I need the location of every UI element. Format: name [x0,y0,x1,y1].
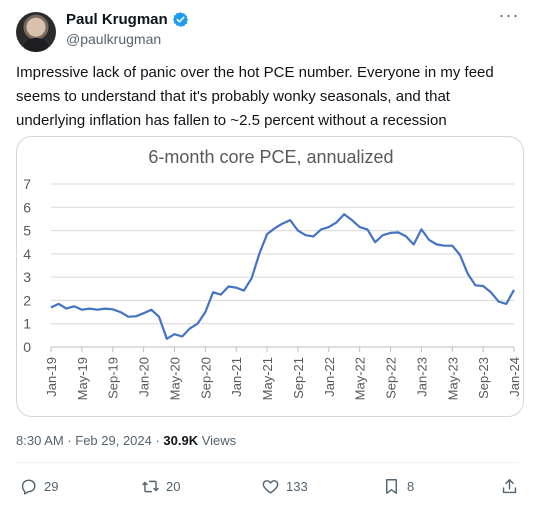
x-tick-label: Sep-19 [106,357,121,399]
like-button[interactable]: 133 [261,474,308,498]
divider [16,462,519,463]
views-count: 30.9K [163,433,199,448]
reply-button[interactable]: 29 [19,474,58,498]
share-button[interactable] [500,474,519,498]
x-tick-label: Jan-22 [322,357,337,397]
y-tick-label: 0 [23,339,31,355]
author-handle[interactable]: @paulkrugman [66,31,162,47]
timestamp[interactable]: 8:30 AM · Feb 29, 2024 · [16,433,164,448]
y-tick-label: 2 [23,292,31,308]
more-options-icon[interactable]: ··· [498,5,520,25]
tweet-meta: 8:30 AM · Feb 29, 2024 · 30.9K Views [16,433,236,448]
y-tick-label: 1 [23,316,31,332]
action-bar: 29 20 133 8 [0,474,535,498]
reply-icon [21,479,36,495]
x-tick-label: Jan-23 [414,357,429,397]
views-label: Views [198,433,237,448]
chart-image[interactable]: 6-month core PCE, annualized 0 1 2 3 4 5 6 7 Ja… [16,136,524,417]
x-tick-label: Jan-21 [229,357,244,397]
x-tick-label: May-19 [75,357,90,400]
x-tick-label: May-23 [445,357,460,400]
y-tick-label: 3 [23,269,31,285]
x-tick-label: May-20 [167,357,182,400]
reply-count: 29 [44,478,59,494]
series-line [50,213,515,340]
x-tick-label: Sep-22 [384,357,399,399]
y-tick-label: 5 [23,223,31,239]
author-name[interactable]: Paul Krugman [66,11,168,28]
share-icon [502,478,517,493]
x-tick-label: Jan-19 [44,357,59,397]
x-tick-label: Sep-21 [291,357,306,399]
y-tick-label: 6 [23,199,31,215]
chart-svg: 6-month core PCE, annualized 0 1 2 3 4 5 6 7 Ja… [23,147,522,400]
bookmark-icon [386,478,397,494]
x-tick-label: Jan-20 [137,357,152,397]
bookmark-button[interactable]: 8 [382,474,414,498]
y-tick-label: 4 [23,246,31,262]
author-row: Paul Krugman [66,11,189,28]
avatar[interactable] [16,12,56,52]
verified-badge-icon [172,12,188,27]
heart-icon [262,479,279,494]
x-tick-label: May-22 [353,357,368,400]
repost-button[interactable]: 20 [141,474,180,498]
y-tick-label: 7 [23,176,31,192]
tweet-text: Impressive lack of panic over the hot PC… [16,64,494,129]
like-count: 133 [286,478,308,494]
x-tick-label: Jan-24 [507,357,522,397]
repost-count: 20 [166,478,181,494]
x-tick-label: May-21 [260,357,275,400]
x-tick-label: Sep-23 [476,357,491,399]
bookmark-count: 8 [407,478,415,494]
repost-icon [142,480,159,492]
x-tick-label: Sep-20 [198,357,213,399]
chart-title: 6-month core PCE, annualized [148,147,393,167]
